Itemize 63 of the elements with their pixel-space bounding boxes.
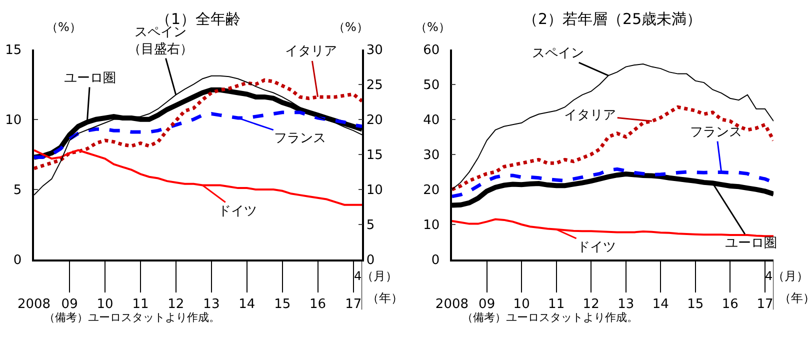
y-tick-label: 0	[13, 253, 22, 268]
chart-title: （2）若年層（25歳未満）	[523, 10, 702, 28]
line-series	[452, 105, 774, 192]
text: フランス	[690, 125, 742, 140]
x-tick-label: 2008	[17, 296, 51, 312]
x-tick-label: 14	[652, 296, 669, 312]
y-tick-label: 50	[423, 78, 440, 93]
y-tick-label: 10	[5, 112, 22, 128]
line-series	[34, 149, 362, 206]
x-tick-label: 16	[310, 296, 326, 312]
y2-tick-label: 5	[366, 218, 375, 234]
x-tick-label: 09	[61, 296, 78, 312]
series-label: ドイツ	[577, 240, 616, 255]
x-tick-label: 09	[478, 296, 496, 312]
line-series	[452, 218, 774, 238]
y-axis-title: （%）	[415, 20, 450, 34]
text: スペイン	[532, 46, 584, 61]
y-axis-title: （%）	[46, 20, 82, 34]
y2-tick-label: 30	[366, 42, 383, 58]
y-tick-label: 0	[431, 253, 440, 268]
y2-tick-label: 10	[366, 183, 383, 198]
x-tick-label: 10	[513, 296, 530, 312]
series-label: イタリア	[285, 44, 337, 59]
x-tick-label: 14	[238, 296, 256, 312]
text: 4（月）	[354, 269, 398, 283]
text: （備考）ユーロスタットより作成。	[462, 311, 638, 324]
x-tick-label: 2008	[435, 296, 469, 312]
text: （年）	[779, 291, 810, 305]
y2-tick-label: 15	[366, 148, 383, 163]
y2-tick-label: 0	[366, 253, 375, 268]
y-tick-label: 40	[423, 112, 440, 128]
y-tick-label: 20	[423, 183, 440, 198]
legend-label: ドイツ	[218, 204, 257, 219]
line-series	[34, 110, 362, 159]
x-tick-label: 11	[548, 296, 565, 312]
x-tick-label: 12	[168, 296, 184, 312]
x-tick-label: 10	[96, 296, 114, 312]
x-tick-label: 13	[203, 296, 220, 312]
y-tick-label: 60	[423, 42, 440, 58]
x-tick-label: 15	[687, 296, 704, 312]
y2-tick-label: 20	[366, 112, 383, 128]
chart-title: （1）全年齢	[156, 10, 241, 28]
text: ユーロ圏	[725, 236, 777, 251]
x-tick-label: 11	[132, 296, 149, 312]
y2-axis-title: （%）	[333, 20, 368, 34]
legend-label: イタリア	[564, 108, 616, 123]
text: （備考）ユーロスタットより作成。	[44, 311, 220, 324]
y-tick-label: 15	[5, 42, 22, 58]
y2-tick-label: 25	[366, 78, 383, 93]
series-label: スペイン（目盛右）	[128, 25, 193, 57]
x-tick-label: 17	[345, 296, 362, 312]
y-tick-label: 30	[423, 148, 440, 163]
text: 4（月）	[765, 269, 809, 283]
x-tick-label: 13	[618, 296, 634, 312]
x-tick-label: 12	[582, 296, 600, 312]
series-label: フランス	[274, 131, 326, 146]
y-tick-label: 10	[423, 218, 440, 234]
text: ユーロ圏	[64, 71, 116, 86]
y-tick-label: 5	[13, 183, 22, 198]
x-tick-label: 16	[722, 296, 738, 312]
x-tick-label: 17	[756, 296, 774, 312]
x-tick-label: 15	[274, 296, 291, 312]
text: （年）	[367, 291, 403, 305]
